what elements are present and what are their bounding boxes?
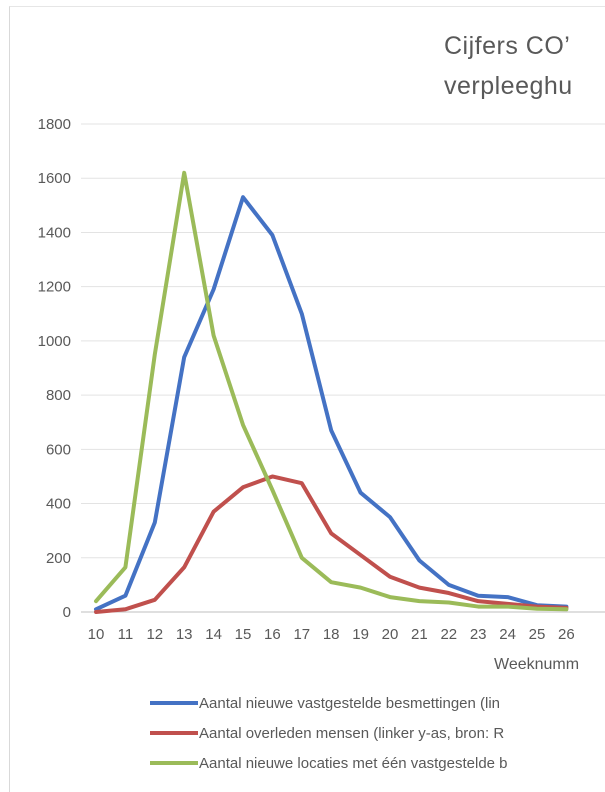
chart-title-line-1: Cijfers CO’: [444, 32, 571, 60]
series-line-2: [94, 170, 569, 612]
chart-title-line-2: verpleeghu: [444, 72, 573, 100]
chart-area: Cijfers CO’ verpleeghu 0 200 400 600 800 1000…: [9, 6, 605, 792]
y-tick-label: 1400: [38, 224, 71, 241]
x-tick-label: 20: [382, 626, 399, 643]
x-tick-label: 17: [293, 626, 310, 643]
y-tick-label: 600: [46, 441, 71, 458]
x-tick-label: 23: [470, 626, 487, 643]
x-tick-label: 26: [558, 626, 575, 643]
line-chart: 0 200 400 600 800 1000 1200 1400 1600 1800 10 11 12 1…: [38, 116, 605, 772]
legend-label-0: Aantal nieuwe vastgestelde besmettingen …: [199, 695, 500, 712]
y-tick-label: 1600: [38, 170, 71, 187]
legend-label-2: Aantal nieuwe locaties met één vastgeste…: [199, 755, 508, 772]
x-axis-title: Weeknumm: [494, 656, 579, 673]
series-line-1: [94, 474, 569, 614]
y-tick-label: 400: [46, 496, 71, 513]
x-tick-label: 24: [499, 626, 516, 643]
x-tick-label: 14: [205, 626, 222, 643]
x-tick-label: 12: [146, 626, 163, 643]
x-tick-label: 19: [352, 626, 369, 643]
x-tick-label: 18: [323, 626, 340, 643]
y-tick-label: 1800: [38, 116, 71, 133]
y-tick-label: 1200: [38, 279, 71, 296]
x-tick-label: 25: [529, 626, 546, 643]
series-line-0: [94, 195, 569, 612]
y-tick-label: 800: [46, 387, 71, 404]
y-tick-label: 0: [63, 604, 71, 621]
x-tick-label: 13: [176, 626, 193, 643]
y-tick-label: 200: [46, 550, 71, 567]
y-tick-label: 1000: [38, 333, 71, 350]
legend-label-1: Aantal overleden mensen (linker y-as, br…: [199, 725, 504, 742]
x-tick-label: 10: [88, 626, 105, 643]
x-tick-label: 15: [235, 626, 252, 643]
x-tick-label: 16: [264, 626, 281, 643]
x-tick-label: 22: [440, 626, 457, 643]
x-tick-label: 11: [118, 626, 134, 643]
x-tick-label: 21: [411, 626, 428, 643]
